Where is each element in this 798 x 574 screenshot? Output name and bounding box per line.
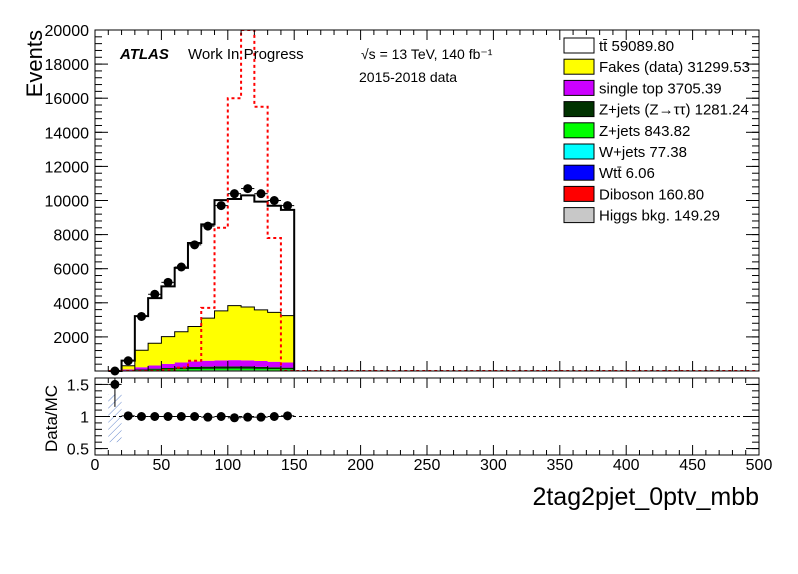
legend-entry: single top 3705.39 [599,80,722,97]
data-point [190,240,200,250]
ratio-y-tick-label: 0.5 [67,442,89,459]
ratio-point [150,412,160,421]
ratio-point [283,411,293,421]
y-tick-label: 20000 [45,23,90,40]
ratio-point [163,412,173,421]
legend-entry: Z+jets 843.82 [599,123,690,140]
data-point [176,262,186,272]
ratio-point [176,412,186,421]
legend-entry: Higgs bkg. 149.29 [599,208,720,225]
x-tick-label: 50 [153,457,171,474]
data-point [243,184,253,194]
legend-swatch [563,101,595,118]
y-tick-label: 8000 [53,228,89,245]
y-tick-label: 10000 [45,194,90,211]
legend-swatch [563,207,595,224]
ratio-point [136,412,146,421]
ratio-point [190,412,200,421]
y-tick-label: 14000 [45,125,90,142]
x-tick-label: 250 [414,457,441,474]
ratio-point [216,412,226,421]
y-tick-label: 6000 [53,262,89,279]
legend-swatch [563,79,595,96]
signal-curve [108,30,759,371]
data-point [150,289,160,299]
status-label: Work In Progress [188,46,304,63]
ratio-point [110,379,120,389]
stack-series-6 [108,360,295,371]
signal-line [108,30,759,371]
stack-fakes-outline [108,305,295,372]
y-tick-label: 2000 [53,330,89,347]
ratio-point [123,411,133,421]
ratio-panel: 0.5 1 1.5 0 50 100 150 200 250 300 350 400 450 500 D… [42,377,772,511]
data-point [229,189,239,199]
stack-series-7 [108,305,295,371]
legend-swatch [563,143,595,160]
atlas-label: ATLAS [119,46,169,63]
main-panel: 2000 4000 6000 8000 10000 12000 14000 16000 1800… [22,23,760,376]
x-tick-label: 200 [347,457,374,474]
data-point [216,201,226,211]
y-axis-label: Events [22,30,47,97]
x-tick-label: 350 [546,457,573,474]
x-tick-label: 450 [679,457,706,474]
y-tick-label: 4000 [53,296,89,313]
legend-swatch [563,37,595,54]
x-tick-label: 300 [480,457,507,474]
data-point [256,189,266,199]
stack-series-8 [108,195,295,371]
legend-entry: W+jets 77.38 [599,144,687,161]
x-tick-label: 100 [214,457,241,474]
ratio-point [243,412,253,422]
ratio-y-tick-label: 1 [80,410,89,427]
data-point [163,277,173,287]
ratio-unc-bin [108,394,122,443]
main-y-ticks: 2000 4000 6000 8000 10000 12000 14000 16000 1800… [45,23,759,372]
data-point [136,311,146,321]
x-tick-label: 0 [91,457,100,474]
energy-label: √s = 13 TeV, 140 fb⁻¹ [361,46,493,62]
legend-entry: Fakes (data) 31299.53 [599,59,750,76]
ratio-points [108,378,295,423]
x-axis-ticks: 0 50 100 150 200 250 300 350 400 450 500 [91,378,773,474]
y-tick-label: 18000 [45,57,90,74]
legend-swatch [563,122,595,139]
legend-entry: tt̄ 59089.80 [599,38,674,55]
data-point [269,196,279,205]
ratio-point [229,413,239,423]
x-tick-label: 150 [281,457,308,474]
stacked-histograms [108,194,296,372]
legend-entry: Z+jets (Z→ττ) 1281.24 [599,102,749,119]
ratio-uncertainty-band [108,394,122,443]
legend: tt̄ 59089.80 Fakes (data) 31299.53 single … [563,37,750,225]
x-tick-label: 500 [746,457,773,474]
ratio-point [256,412,266,422]
y-tick-label: 12000 [45,159,90,176]
legend-swatch [563,58,595,75]
y-tick-label: 16000 [45,91,90,108]
ratio-point [269,412,279,421]
legend-entry: Diboson 160.80 [599,186,704,203]
data-point [283,201,293,211]
x-tick-label: 400 [613,457,640,474]
ratio-y-ticks: 0.5 1 1.5 [67,377,759,459]
main-x-ticks [94,30,760,371]
ratio-y-tick-label: 1.5 [67,377,89,394]
legend-swatch [563,164,595,181]
x-axis-label: 2tag2pjet_0ptv_mbb [532,483,759,511]
legend-swatch [563,185,595,202]
data-point [203,221,213,231]
ratio-y-axis-label: Data/MC [42,385,61,452]
ratio-point [203,412,213,422]
data-point [123,356,133,366]
dataset-label: 2015-2018 data [359,69,457,85]
legend-entry: Wtt̄ 6.06 [599,165,655,182]
